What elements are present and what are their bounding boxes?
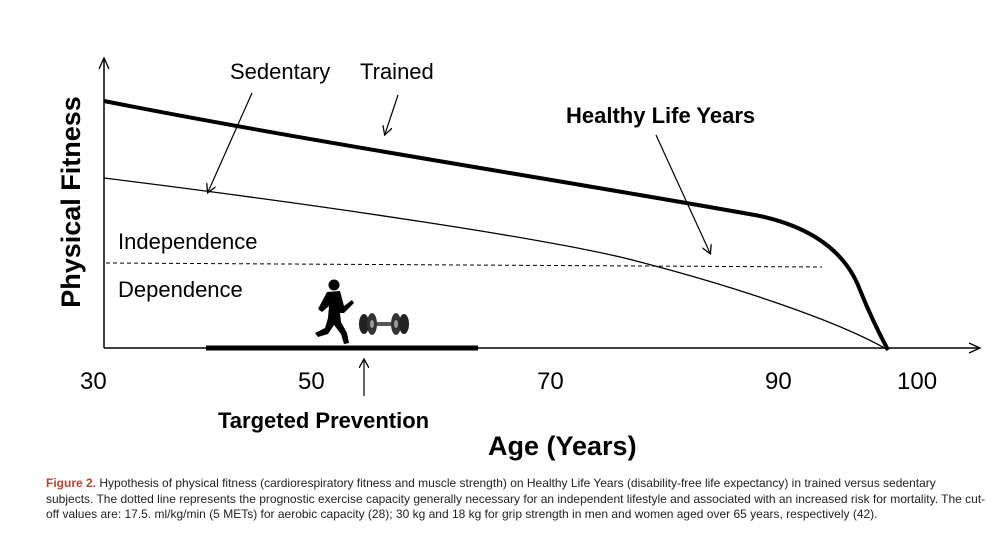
y-axis-arrowhead <box>98 56 110 70</box>
x-tick-label: 30 <box>80 368 107 395</box>
independence-label: Independence <box>118 229 257 254</box>
figure-caption-text: Hypothesis of physical fitness (cardiore… <box>46 476 986 522</box>
y-axis-label: Physical Fitness <box>56 96 86 308</box>
dependence-label: Dependence <box>118 277 243 302</box>
figure-caption-label: Figure 2. <box>46 476 97 490</box>
x-axis-label: Age (Years) <box>488 431 637 461</box>
sedentary-curve <box>103 177 889 351</box>
x-tick-label: 100 <box>897 368 937 395</box>
trained-pointer-arrow <box>385 94 399 134</box>
sedentary-pointer-arrow <box>208 92 253 192</box>
x-tick-label: 70 <box>537 368 564 395</box>
healthy-life-years-label: Healthy Life Years <box>566 103 755 128</box>
figure-caption: Figure 2. Hypothesis of physical fitness… <box>46 476 986 523</box>
trained-curve <box>103 99 890 351</box>
healthy-life-years-pointer-arrow <box>655 134 710 253</box>
sedentary-label: Sedentary <box>230 59 330 84</box>
trained-label: Trained <box>360 59 434 84</box>
runner-icon <box>315 279 354 344</box>
fitness-figure: Physical Fitness Sedentary Trained Healt… <box>56 56 982 461</box>
x-tick-label: 50 <box>298 368 325 395</box>
x-axis-arrowhead <box>968 342 982 354</box>
dumbbell-icon <box>359 313 409 335</box>
independence-threshold-line <box>105 262 823 268</box>
targeted-prevention-label: Targeted Prevention <box>218 408 429 433</box>
x-tick-label: 90 <box>765 368 792 395</box>
